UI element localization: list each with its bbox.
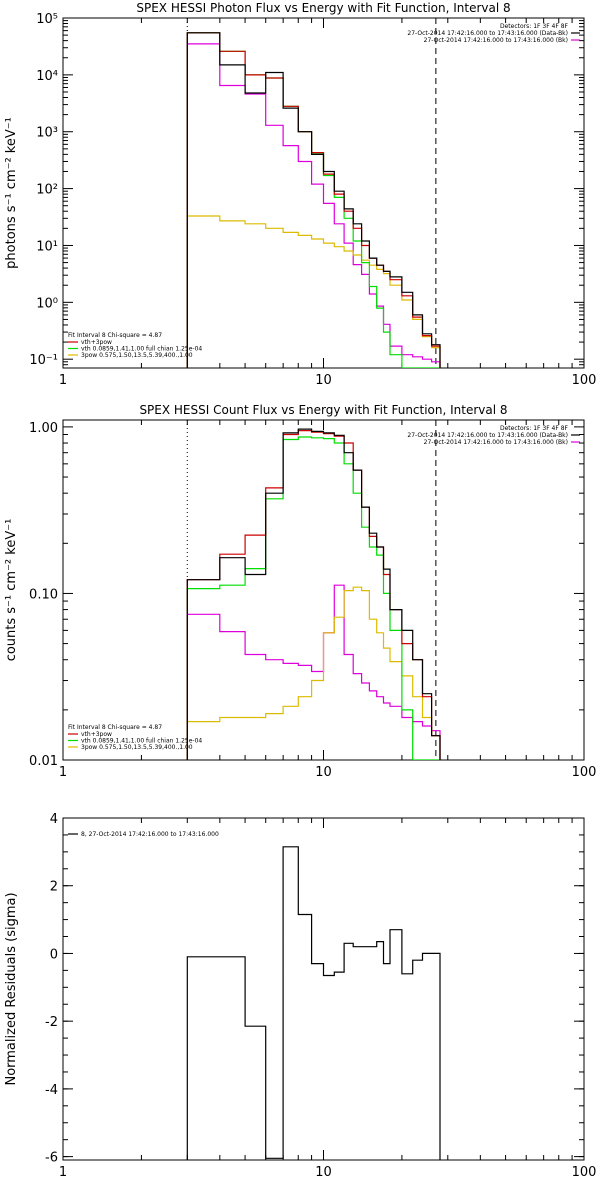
count-title: SPEX HESSI Count Flux vs Energy with Fit… [139, 403, 507, 417]
photon-ytick-label: 10⁴ [36, 69, 58, 84]
count-ytick-label: 1.00 [29, 421, 58, 436]
photon-ytick-label: 10⁵ [36, 12, 58, 27]
count-legend-title: Fit Interval 8 Chi-square = 4.87 [68, 724, 162, 731]
count-xtick-label: 100 [572, 765, 597, 780]
photon-ytick-label: 10¹ [36, 239, 58, 254]
resid-ytick-label: 4 [50, 812, 58, 827]
photon-xtick-label: 1 [59, 373, 67, 388]
photon-xtick-label: 10 [315, 373, 332, 388]
photon-info-line: Detectors: 1F 3F 4F 8F [500, 23, 569, 30]
count-ylabel: counts s⁻¹ cm⁻² keV⁻¹ [4, 519, 19, 662]
photon-legend-label: 3pow 0.575,1.50,13.5,5.39,400.,1.00 [81, 352, 193, 359]
photon-ytick-label: 10⁰ [36, 296, 58, 311]
resid-plot-frame [62, 817, 585, 1161]
count-ytick-label: 0.01 [29, 754, 58, 769]
count-legend-label: 3pow 0.575,1.50,13.5,5.39,400.,1.00 [81, 744, 193, 751]
photon-legend-label: vth 0.0859,1.41,1.00 full chian 1.25e-04 [81, 346, 202, 353]
count-info-line: 27-Oct-2014 17:42:16.000 to 17:43:16.000… [424, 439, 568, 446]
photon-ylabel: photons s⁻¹ cm⁻² keV⁻¹ [4, 117, 19, 269]
photon-title: SPEX HESSI Photon Flux vs Energy with Fi… [136, 1, 510, 15]
photon-info-line: 27-Oct-2014 17:42:16.000 to 17:43:16.000… [407, 30, 568, 37]
resid-panel: Normalized Residuals (sigma) 1 10 100 -6 -4 -2… [4, 812, 596, 1180]
photon-legend-label: vth+3pow [81, 339, 112, 346]
resid-ytick-label: 0 [50, 947, 58, 962]
count-series-power [186, 586, 441, 760]
resid-ylabel: Normalized Residuals (sigma) [4, 892, 19, 1085]
resid-xtick-label: 100 [572, 1165, 597, 1180]
photon-series-thermal [186, 32, 440, 368]
count-series-data [186, 428, 441, 760]
resid-series-data [186, 846, 441, 1160]
resid-ytick-label: -4 [45, 1083, 58, 1098]
photon-ytick-label: 10² [36, 183, 58, 198]
resid-xtick-label: 10 [315, 1165, 332, 1180]
photon-series-total [186, 32, 441, 368]
photon-series-bkg [186, 43, 441, 368]
photon-series-data [186, 32, 441, 368]
count-xtick-label: 1 [59, 765, 67, 780]
resid-ytick-label: 2 [50, 880, 58, 895]
count-info-line: 27-Oct-2014 17:42:16.000 to 17:43:16.000… [407, 432, 568, 439]
photon-xtick-label: 100 [572, 373, 597, 388]
count-legend-label: vth 0.0859,1.41,1.00 full chian 1.25e-04 [81, 738, 202, 745]
count-plot-frame [62, 419, 585, 761]
photon-ytick-label: 10³ [36, 126, 58, 141]
count-info-line: Detectors: 1F 3F 4F 8F [500, 425, 569, 432]
count-legend-label: vth+3pow [81, 731, 112, 738]
resid-xtick-label: 1 [59, 1165, 67, 1180]
resid-legend-label: 8, 27-Oct-2014 17:42:16.000 to 17:43:16.… [81, 831, 219, 838]
photon-ytick-label: 10⁻¹ [29, 353, 58, 368]
resid-ytick-label: -6 [45, 1151, 58, 1166]
photon-panel: SPEX HESSI Photon Flux vs Energy with Fi… [4, 1, 596, 388]
count-panel: SPEX HESSI Count Flux vs Energy with Fit… [4, 403, 596, 780]
photon-legend-title: Fit Interval 8 Chi-square = 4.87 [68, 332, 162, 339]
count-xtick-label: 10 [315, 765, 332, 780]
photon-info-line: 27-Oct-2014 17:42:16.000 to 17:43:16.000… [424, 37, 568, 44]
count-ytick-label: 0.10 [29, 587, 58, 602]
resid-ytick-label: -2 [45, 1015, 58, 1030]
